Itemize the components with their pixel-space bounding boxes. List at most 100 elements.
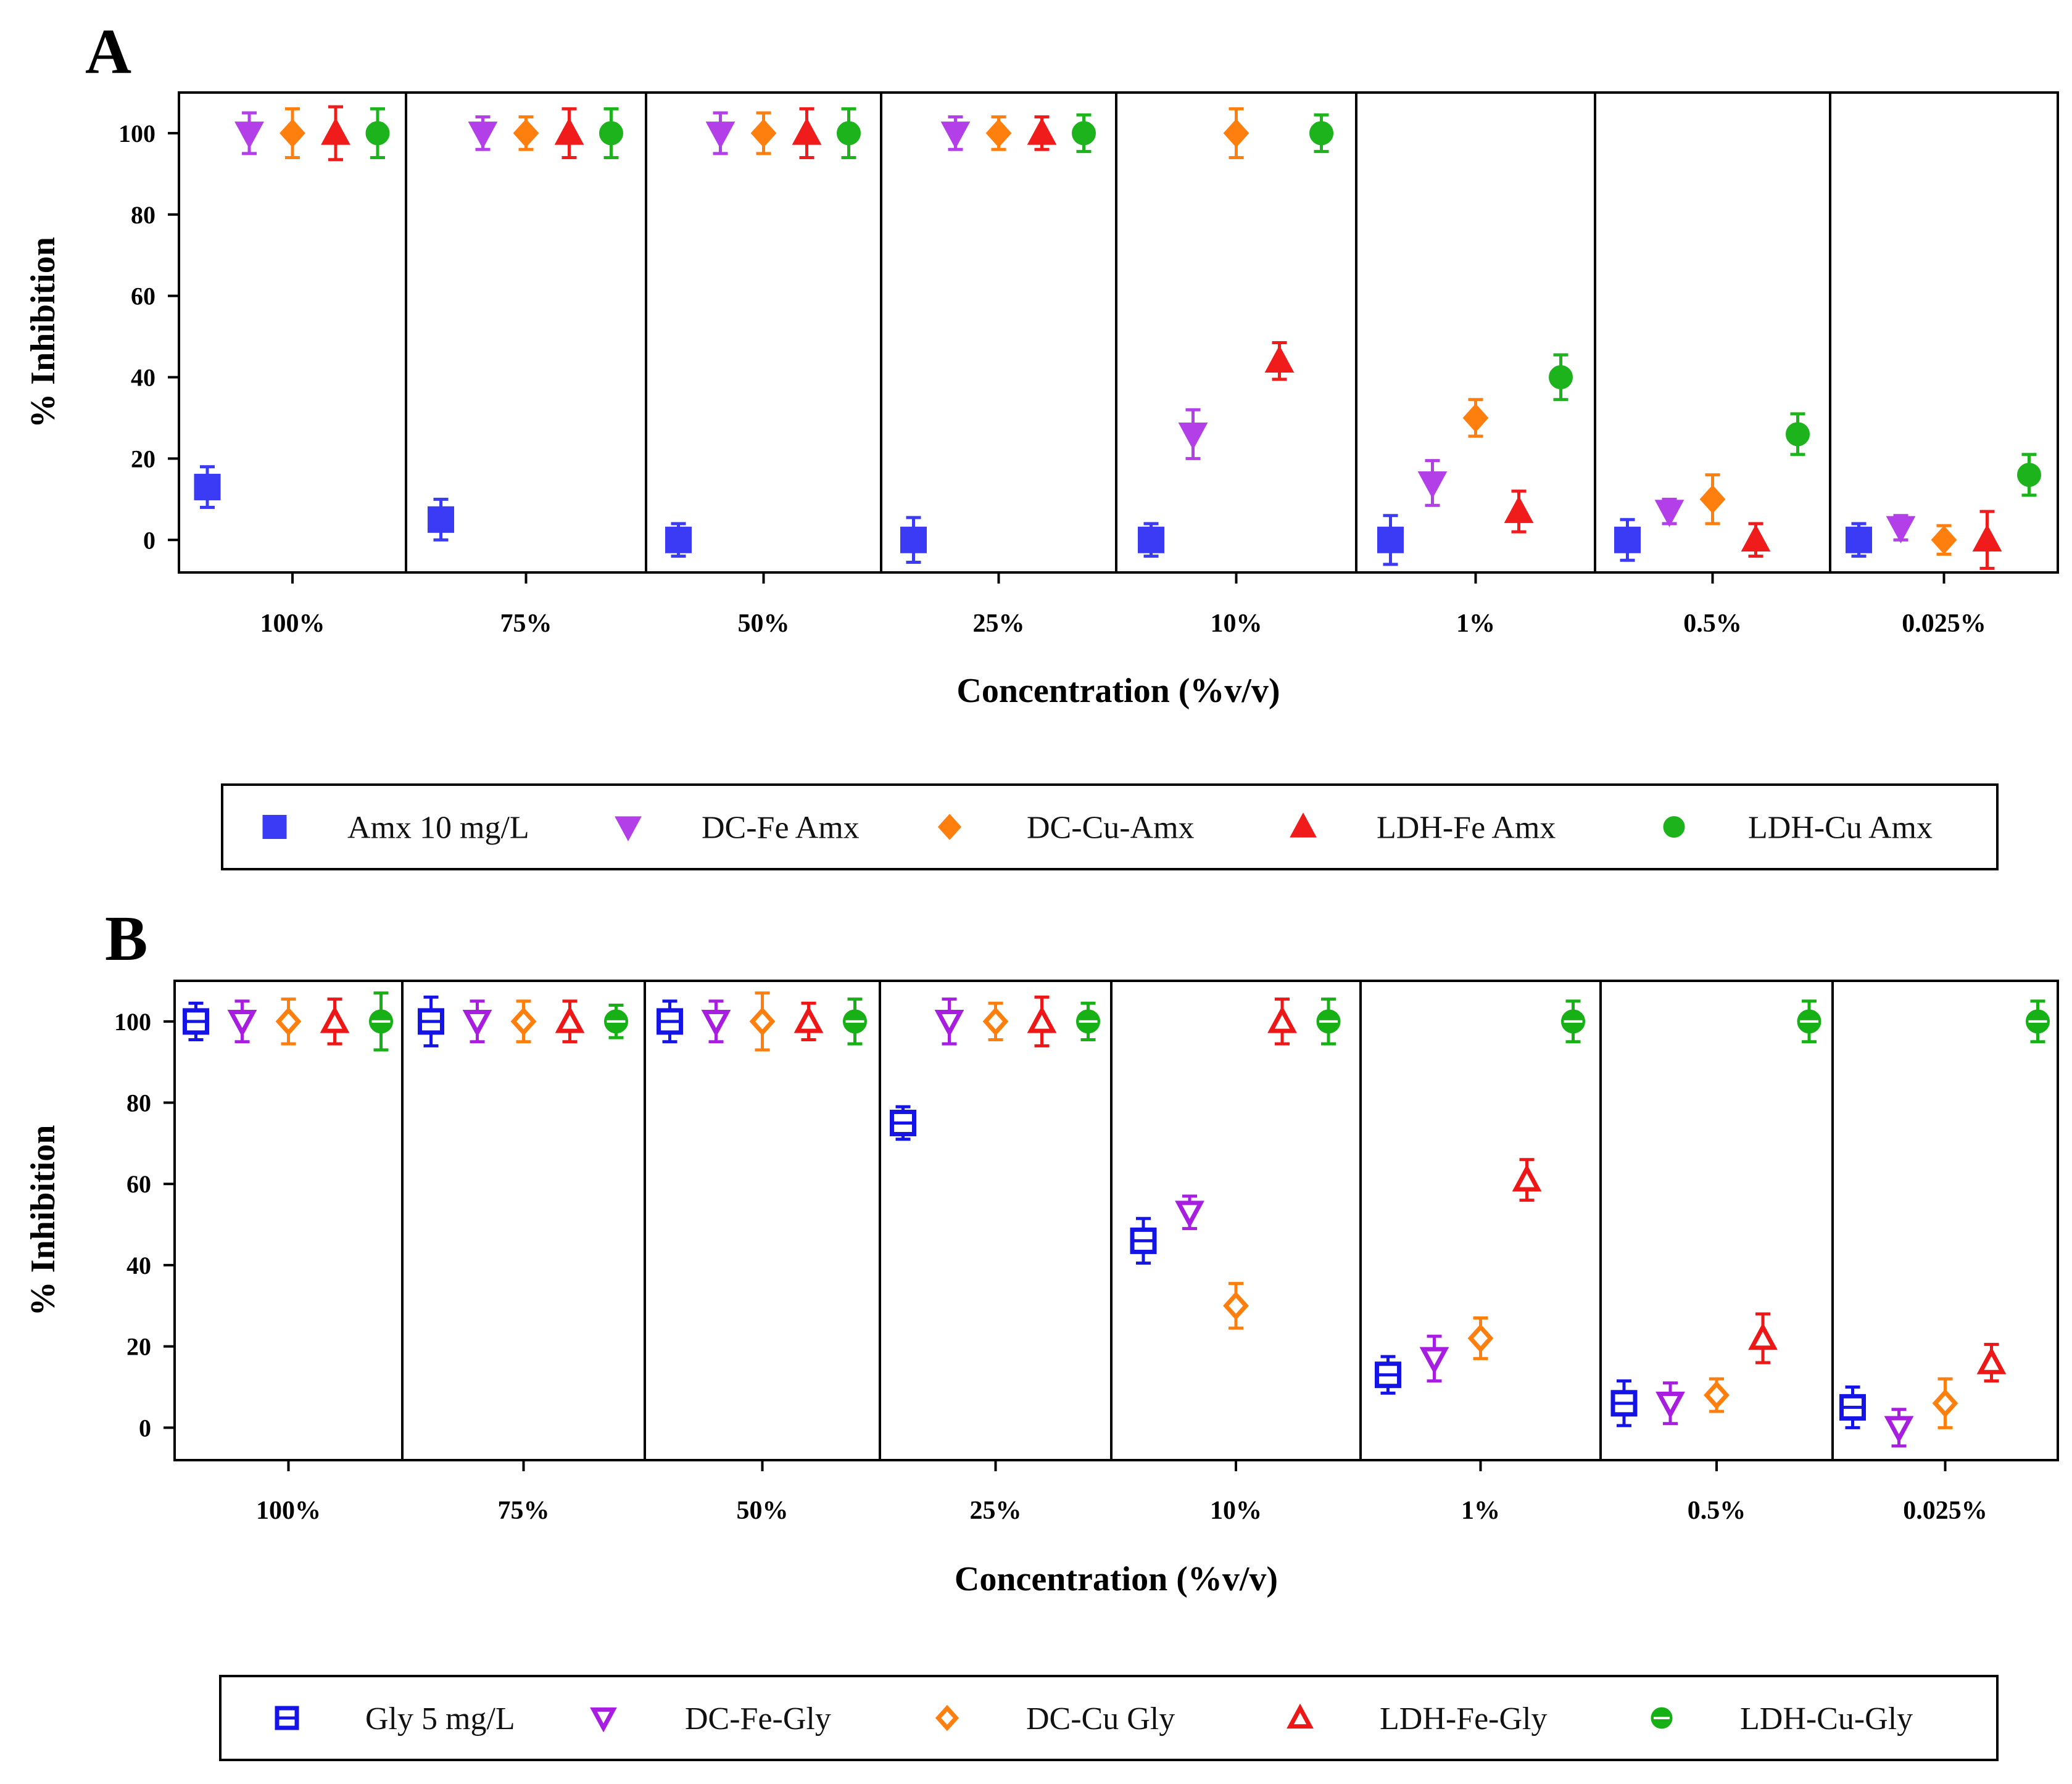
panel-a-point-ldh-cu-amx-10 (1309, 121, 1333, 146)
panel-b-letter: B (105, 903, 147, 974)
panel-a-legend-item-ldh-cu-amx: LDH-Cu Amx (1663, 811, 1933, 846)
panel-b-legend-item-dc-fe-gly: DC-Fe-Gly (590, 1701, 831, 1737)
panel-a-legend-box (221, 783, 1999, 870)
panel-b-x-category-label-7: 0.5% (1688, 1497, 1746, 1525)
panel-b-point-dc-fe-gly-10 (1175, 1200, 1204, 1228)
panel-a-point-amx-10-mg-l-100 (194, 474, 221, 501)
panel-a-letter: A (85, 16, 131, 87)
panel-a-point-dc-fe-amx-0-5 (1654, 500, 1685, 527)
panel-b-x-category-label-6: 1% (1461, 1497, 1500, 1525)
panel-a-x-category-label-6: 1% (1456, 609, 1495, 638)
panel-a-points (194, 105, 2041, 570)
panel-a-x-category-label-2: 75% (500, 609, 552, 638)
panel-a-x-category-label-1: 100% (260, 609, 325, 638)
panel-b-legend-item-ldh-cu-gly: LDH-Cu-Gly (1651, 1701, 1913, 1737)
panel-b-point-ldh-fe-gly-100 (320, 1006, 350, 1033)
panel-a-point-amx-10-mg-l-50 (665, 526, 692, 553)
panel-a-x-axis-title: Concentration (%v/v) (956, 672, 1280, 710)
panel-a-legend-label-ldh-fe-amx: LDH-Fe Amx (1377, 811, 1556, 846)
panel-a-point-dc-cu-amx-0-025 (1931, 526, 1957, 555)
panel-b-point-dc-fe-gly-1 (1419, 1347, 1449, 1374)
panel-a-x-categories: 100% 75% 50% 25% 10% 1% 0.5% 0.025% (260, 572, 1986, 638)
panel-a-point-ldh-fe-amx-1 (1504, 495, 1534, 523)
panel-b-legend-label-gly-5-mg-l: Gly 5 mg/L (365, 1701, 515, 1737)
panel-a-x-category-label-4: 25% (973, 609, 1025, 638)
panel-a-y-tick-label-100: 100 (118, 120, 155, 147)
panel-a-x-category-label-3: 50% (738, 609, 790, 638)
panel-b-legend-label-ldh-fe-gly: LDH-Fe-Gly (1380, 1701, 1548, 1737)
panel-b-point-ldh-fe-gly-50 (794, 1006, 824, 1033)
panel-a-point-amx-10-mg-l-25 (900, 526, 927, 553)
panel-b-y-tick-label-100: 100 (114, 1008, 151, 1036)
panel-a-point-dc-fe-amx-100 (234, 122, 264, 149)
panel-b-x-category-label-5: 10% (1210, 1497, 1262, 1525)
panel-a-legend-item-dc-fe-amx: DC-Fe Amx (615, 811, 860, 846)
panel-b-point-dc-cu-gly-10 (1223, 1291, 1249, 1321)
panel-b-y-tick-label-0: 0 (139, 1414, 151, 1442)
panel-a-y-tick-label-80: 80 (131, 201, 155, 229)
panel-b-y-tick-label-80: 80 (126, 1089, 151, 1117)
panel-a-y-axis-title: % Inhibition (24, 237, 62, 428)
panel-a-point-ldh-cu-amx-1 (1549, 365, 1573, 390)
panel-a-legend-label-amx-10-mg-l: Amx 10 mg/L (347, 811, 529, 846)
panel-a-point-dc-fe-amx-0-025 (1886, 516, 1916, 543)
panel-a-legend-marker-ldh-fe-amx (1290, 812, 1317, 838)
panel-a-point-amx-10-mg-l-0-025 (1846, 526, 1872, 553)
panel-b-legend-label-dc-fe-gly: DC-Fe-Gly (685, 1701, 831, 1737)
panel-b-x-category-label-1: 100% (256, 1497, 321, 1525)
panel-b-point-ldh-fe-gly-1 (1512, 1164, 1542, 1192)
panel-a-legend-item-ldh-fe-amx: LDH-Fe Amx (1290, 811, 1556, 846)
panel-b-point-dc-fe-gly-0-5 (1656, 1392, 1685, 1419)
panel-a-dividers (405, 93, 1831, 572)
panel-a-y-tick-label-20: 20 (131, 445, 155, 473)
panel-a-point-amx-10-mg-l-10 (1138, 526, 1164, 553)
panel-b-legend-marker-dc-fe-gly (590, 1707, 617, 1733)
panel-a-legend-label-dc-cu-amx: DC-Cu-Amx (1027, 811, 1195, 846)
panel-b-x-category-label-8: 0.025% (1903, 1497, 1987, 1525)
panel-b-x-axis-title: Concentration (%v/v) (955, 1560, 1278, 1598)
panel-b-y-tick-label-40: 40 (126, 1252, 151, 1279)
panel-a-point-amx-10-mg-l-1 (1377, 526, 1404, 553)
panel-b-dividers (401, 981, 1834, 1460)
panel-b-point-dc-cu-gly-0-5 (1704, 1381, 1730, 1410)
panel-a-x-category-label-5: 10% (1211, 609, 1262, 638)
panel-b-point-dc-fe-gly-100 (227, 1010, 257, 1038)
panel-a-point-dc-cu-amx-0-5 (1699, 485, 1726, 514)
panel-b-legend-box (219, 1675, 1999, 1761)
panel-b-y-ticks: 0 20 40 60 80 100 (114, 1008, 175, 1442)
panel-a-point-dc-fe-amx-1 (1417, 471, 1448, 499)
panel-a-point-ldh-fe-amx-10 (1264, 345, 1295, 373)
panel-b-x-category-label-3: 50% (737, 1497, 789, 1525)
panel-b-legend-item-ldh-fe-gly: LDH-Fe-Gly (1287, 1701, 1548, 1737)
panel-a-legend-marker-amx-10-mg-l (262, 815, 287, 839)
panel-b-y-tick-label-60: 60 (126, 1170, 151, 1198)
panel-b-points (183, 991, 2050, 1448)
panel-b-point-ldh-fe-gly-0-025 (1976, 1347, 2007, 1374)
panel-a-point-ldh-cu-amx-100 (365, 121, 390, 146)
panel-b-legend: Gly 5 mg/L DC-Fe-Gly DC-Cu Gly LDH-Fe-Gly LD… (219, 1675, 1999, 1761)
panel-a-point-ldh-cu-amx-25 (1072, 121, 1096, 146)
panel-b-point-dc-fe-gly-25 (934, 1010, 964, 1038)
panel-b-point-dc-cu-gly-75 (510, 1007, 537, 1036)
panel-a-legend-label-dc-fe-amx: DC-Fe Amx (702, 811, 860, 846)
panel-b-legend-item-dc-cu-gly: DC-Cu Gly (935, 1701, 1175, 1737)
panel-b-point-dc-fe-gly-75 (462, 1010, 492, 1038)
panel-a-legend-item-amx-10-mg-l: Amx 10 mg/L (262, 811, 529, 846)
panel-a-x-category-label-7: 0.5% (1683, 609, 1742, 638)
panel-a-x-category-label-8: 0.025% (1902, 609, 1986, 638)
panel-a-y-ticks: 0 20 40 60 80 100 (118, 120, 179, 554)
panel-b-point-dc-fe-gly-50 (701, 1010, 731, 1038)
panel-a-point-dc-cu-amx-10 (1223, 118, 1249, 148)
panel-b-plot-frame (173, 980, 2059, 1461)
panel-a-point-dc-cu-amx-100 (280, 118, 305, 148)
panel-b-point-dc-cu-gly-0-025 (1932, 1389, 1958, 1418)
panel-b-point-ldh-fe-gly-10 (1267, 1006, 1297, 1033)
panel-a-point-dc-fe-amx-10 (1178, 423, 1208, 450)
panel-a-point-ldh-fe-amx-75 (554, 117, 584, 145)
panel-b-x-categories: 100% 75% 50% 25% 10% 1% 0.5% 0.025% (256, 1460, 1987, 1525)
panel-b-legend-marker-ldh-fe-gly (1287, 1703, 1314, 1729)
panel-a-point-dc-cu-amx-25 (985, 118, 1012, 148)
panel-b: B 0 20 40 60 80 100 100% 75% 50% 25% 10% 1% 0.5% 0.0… (24, 903, 2059, 1761)
panel-a-legend-marker-ldh-cu-amx (1663, 816, 1685, 838)
panel-b-legend-item-gly-5-mg-l: Gly 5 mg/L (275, 1701, 515, 1737)
